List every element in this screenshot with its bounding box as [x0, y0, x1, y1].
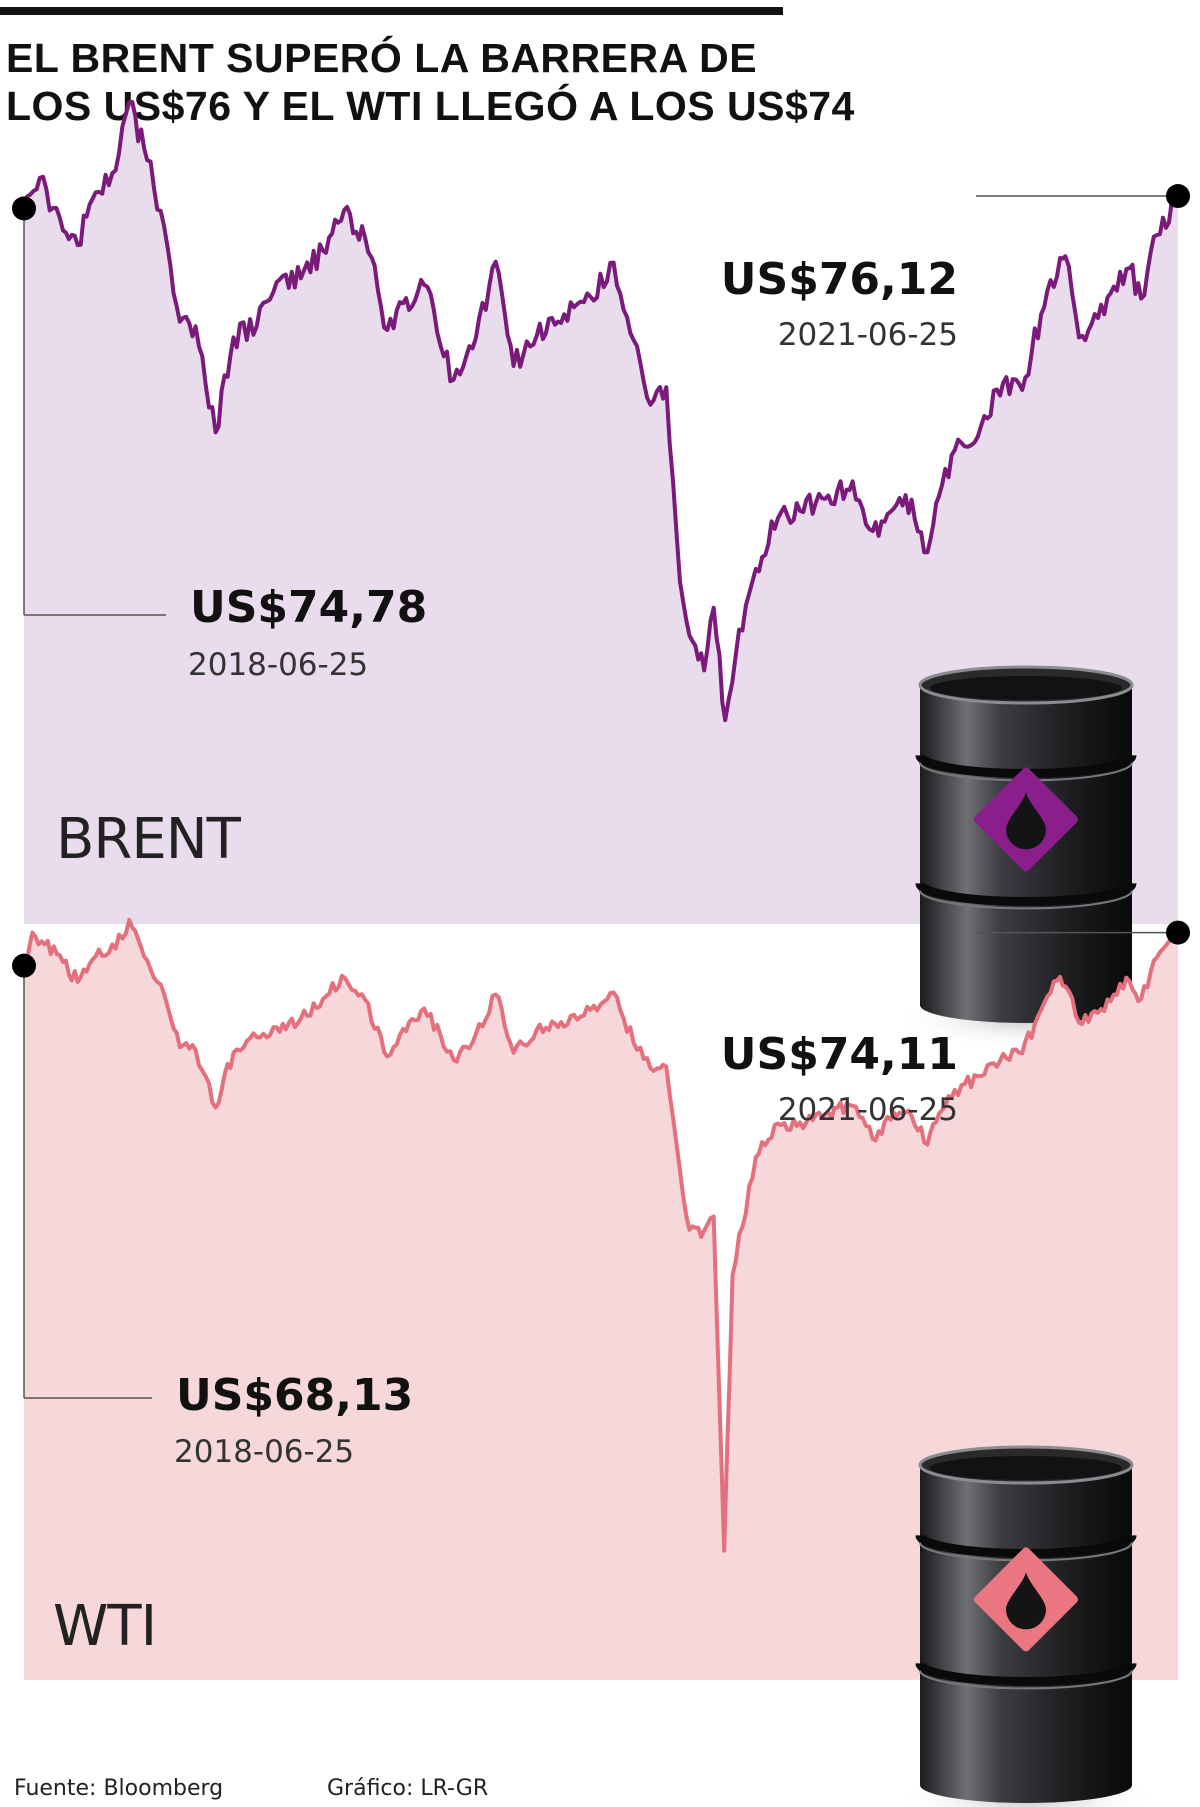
wti-price-line	[22, 917, 1180, 1553]
brent-area-fill	[24, 102, 1178, 924]
wti-start-point	[12, 953, 36, 978]
brent-start-value-label: US$74,78	[190, 582, 427, 633]
oil-drop-icon	[1006, 792, 1046, 850]
top-rule	[0, 7, 783, 15]
wti-area-fill	[24, 919, 1178, 1680]
wti-chart: US$68,13 2018-06-25 US$74,11 2021-06-25 …	[12, 917, 1190, 1807]
wti-end-value-label: US$74,11	[721, 1029, 958, 1080]
barrel-rib-highlight	[919, 1670, 1133, 1690]
brent-chart: US$74,78 2018-06-25 US$76,12 2021-06-25 …	[12, 100, 1190, 1049]
footer-credit: Gráfico: LR-GR	[327, 1776, 489, 1801]
footer-source: Fuente: Bloomberg	[14, 1776, 224, 1801]
wti-end-date-label: 2021-06-25	[778, 1092, 958, 1128]
headline-line-1: EL BRENT SUPERÓ LA BARRERA DE	[6, 35, 758, 81]
barrel-rib	[915, 882, 1137, 906]
barrel-rib-highlight	[919, 890, 1133, 910]
brent-end-point	[1166, 184, 1190, 209]
brent-start-point	[12, 196, 36, 221]
brent-series-label: BRENT	[56, 807, 242, 872]
oil-barrel-icon	[894, 1445, 1158, 1807]
wti-series-label: WTI	[53, 1594, 156, 1659]
brent-price-line	[22, 100, 1180, 723]
oil-barrel-icon	[894, 665, 1158, 1049]
wti-end-point	[1166, 920, 1190, 945]
barrel-lid-inner	[930, 1456, 1122, 1480]
brent-start-date-label: 2018-06-25	[188, 647, 368, 683]
barrel-lid-inner	[930, 676, 1122, 700]
barrel-rib	[915, 1662, 1137, 1686]
brent-end-date-label: 2021-06-25	[778, 317, 958, 353]
wti-start-date-label: 2018-06-25	[174, 1434, 354, 1470]
wti-start-value-label: US$68,13	[176, 1370, 413, 1421]
oil-drop-icon	[1006, 1572, 1046, 1630]
chart-headline: EL BRENT SUPERÓ LA BARRERA DE LOS US$76 Y…	[6, 34, 906, 130]
brent-end-value-label: US$76,12	[721, 254, 958, 305]
headline-line-2: LOS US$76 Y EL WTI LLEGÓ A LOS US$74	[6, 83, 855, 129]
